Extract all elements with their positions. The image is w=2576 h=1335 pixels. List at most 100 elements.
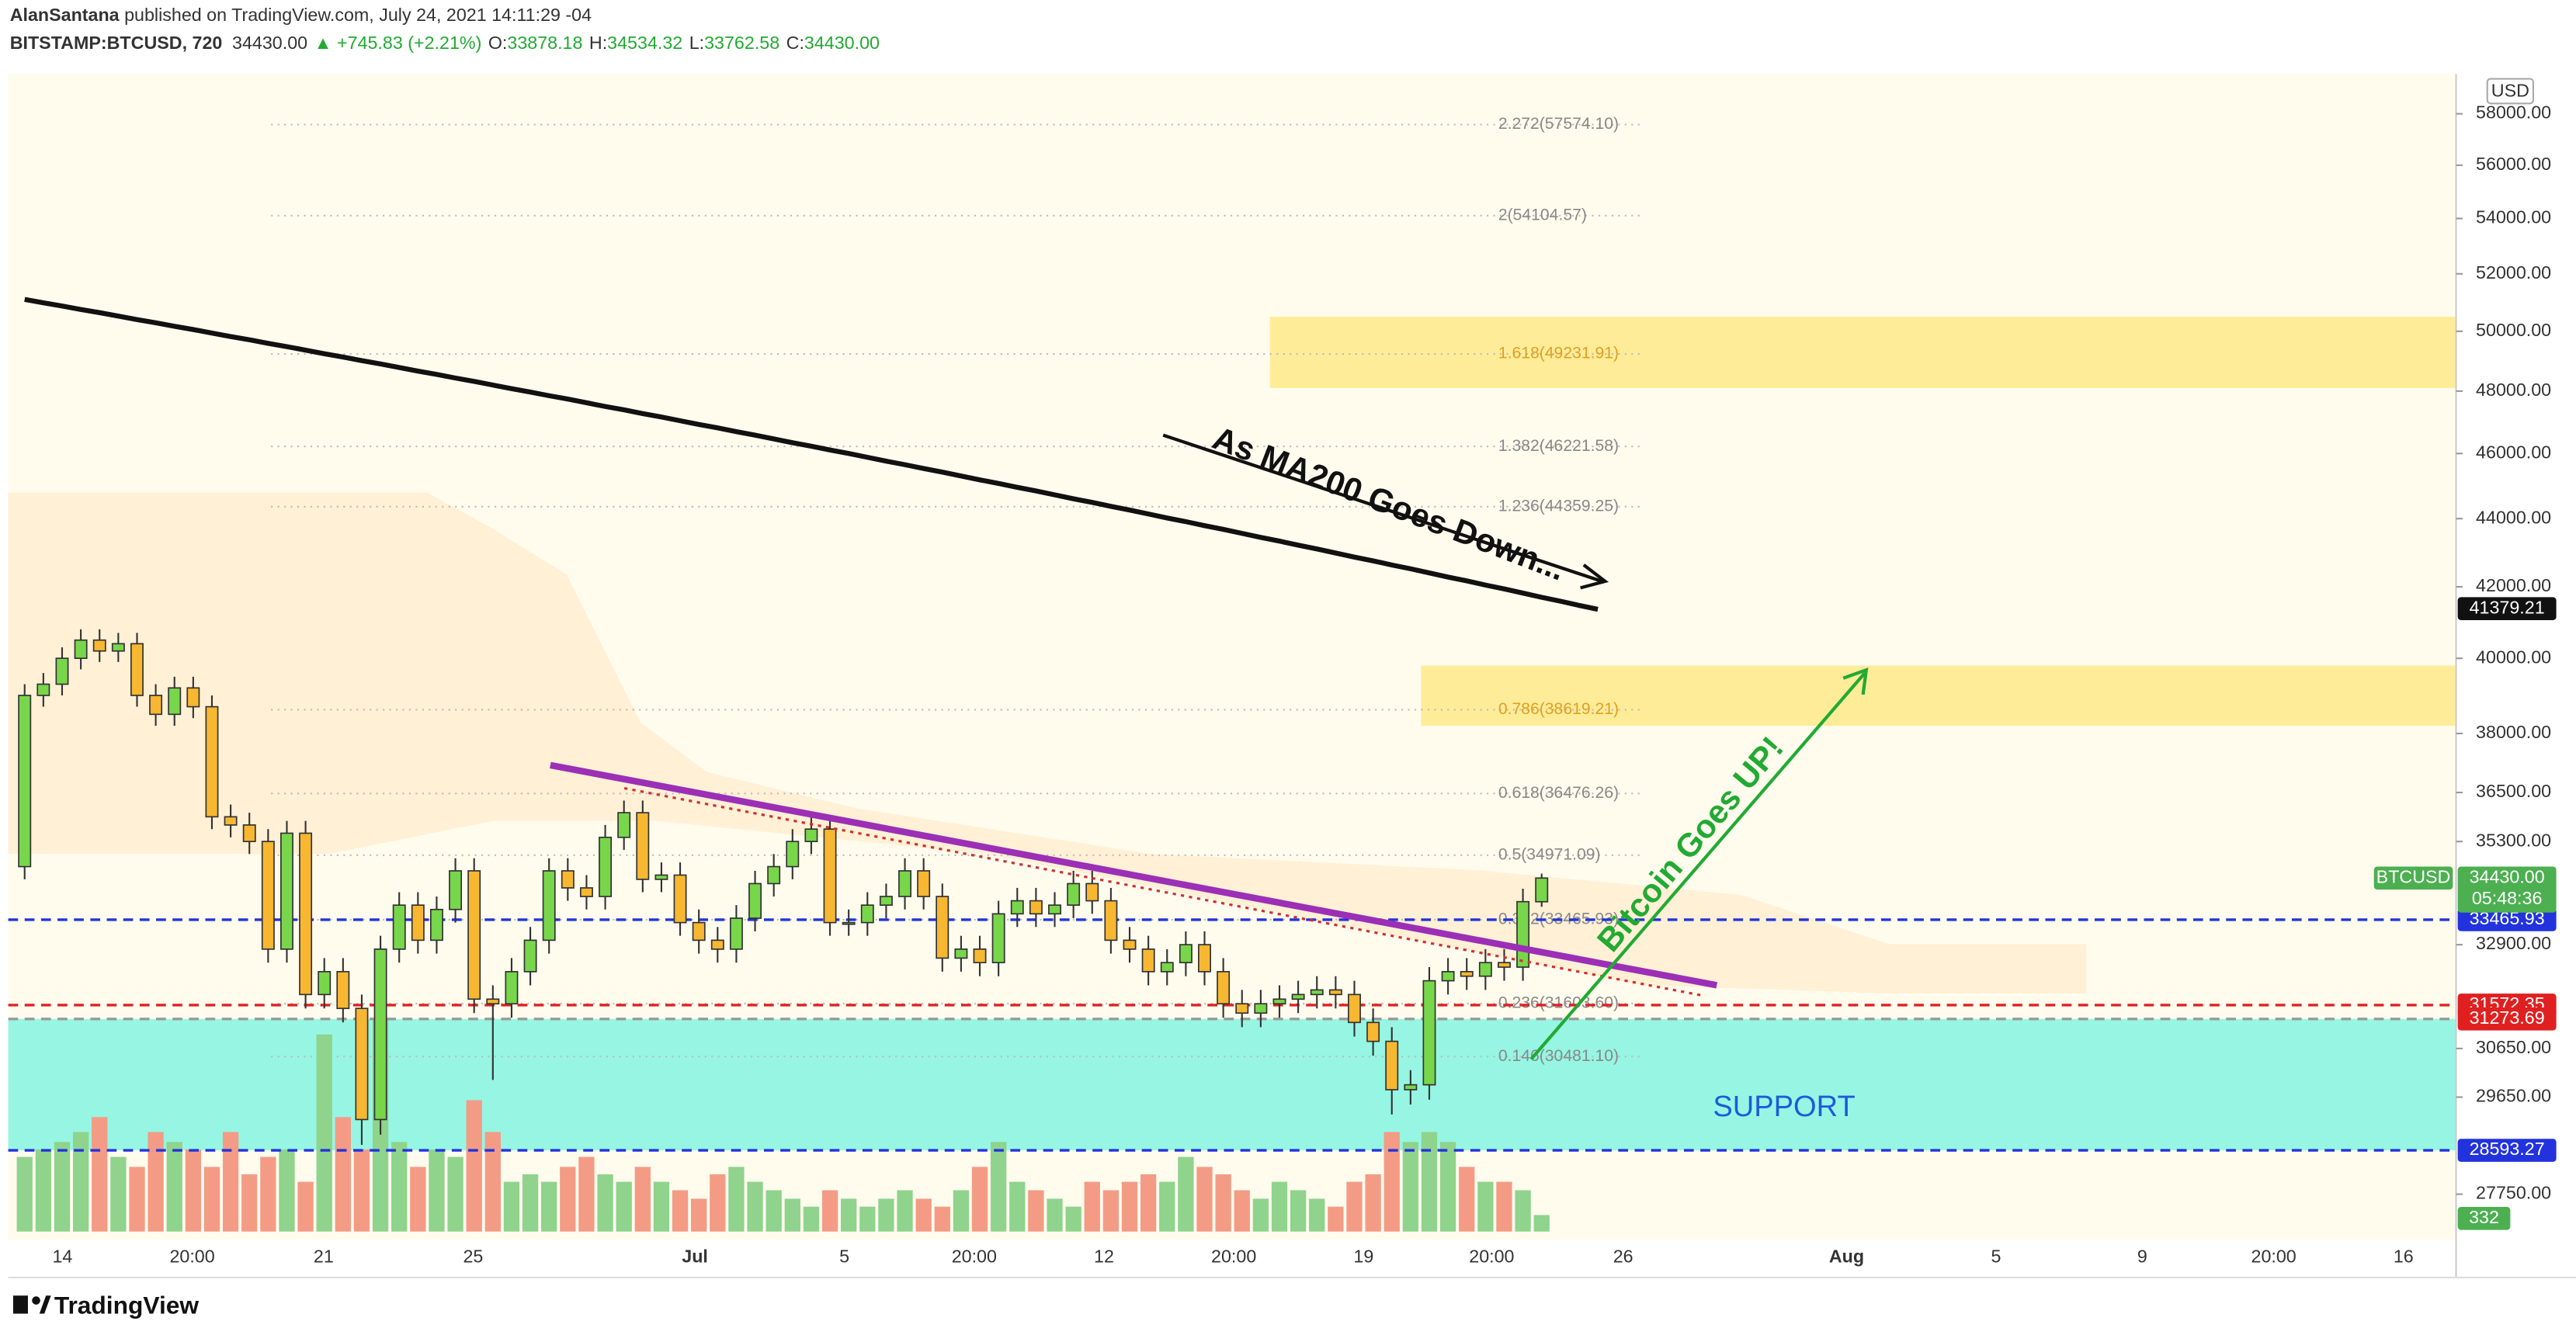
candle-body bbox=[936, 896, 950, 959]
volume-bar bbox=[1028, 1190, 1044, 1232]
candle-body bbox=[205, 706, 219, 818]
candle-body bbox=[1535, 877, 1549, 903]
volume-bar bbox=[616, 1181, 632, 1232]
candle-body bbox=[692, 921, 706, 941]
candle-body bbox=[654, 874, 668, 880]
y-tick-label: 40000.00 bbox=[2476, 647, 2551, 667]
price-tag bbox=[2457, 1007, 2557, 1031]
x-tick-label: 20:00 bbox=[2251, 1247, 2297, 1267]
candle-body bbox=[36, 683, 50, 696]
symbol: BITSTAMP:BTCUSD, 720 bbox=[10, 33, 223, 53]
volume-bar bbox=[1515, 1190, 1531, 1232]
x-tick-label: 21 bbox=[314, 1247, 334, 1267]
candle-body bbox=[1254, 1003, 1268, 1014]
arrow-head bbox=[1580, 563, 1609, 590]
candle-body bbox=[673, 874, 687, 924]
zone bbox=[8, 1018, 2456, 1151]
volume-bar bbox=[597, 1174, 613, 1232]
volume-bar bbox=[990, 1142, 1007, 1232]
volume-bar bbox=[429, 1149, 445, 1232]
candle-body bbox=[1272, 998, 1286, 1005]
price-tag bbox=[2457, 1139, 2557, 1162]
candle-body bbox=[1010, 900, 1024, 915]
volume-bar bbox=[1159, 1181, 1175, 1232]
price-tag-label: 34430.00 bbox=[2470, 866, 2545, 886]
volume-bar bbox=[1009, 1181, 1026, 1232]
y-tick-label: 58000.00 bbox=[2476, 102, 2551, 123]
candle-body bbox=[261, 841, 275, 950]
candle-body bbox=[299, 832, 313, 996]
x-tick-label: 5 bbox=[1991, 1247, 2001, 1267]
volume-tag-label: 332 bbox=[2469, 1207, 2499, 1227]
candle-body bbox=[186, 687, 200, 708]
volume-bar bbox=[1477, 1181, 1494, 1232]
volume-bar bbox=[1309, 1198, 1325, 1232]
y-tick-label: 50000.00 bbox=[2476, 320, 2551, 340]
volume-bar bbox=[35, 1149, 52, 1232]
volume-bar bbox=[316, 1034, 332, 1232]
volume-bar bbox=[148, 1132, 164, 1232]
volume-bar bbox=[803, 1206, 820, 1232]
candle-body bbox=[917, 870, 931, 897]
candle-body bbox=[710, 939, 724, 950]
volume-bar bbox=[466, 1100, 482, 1232]
annotation: SUPPORT bbox=[1713, 1091, 1855, 1123]
candle-body bbox=[1085, 882, 1099, 902]
volume-bar bbox=[1533, 1215, 1550, 1232]
candle-body bbox=[1104, 900, 1118, 941]
currency-box bbox=[2486, 78, 2535, 105]
price-tag-label: 31273.69 bbox=[2470, 1007, 2545, 1028]
ohlc-value: 33762.58 bbox=[704, 33, 779, 53]
candle-body bbox=[55, 657, 69, 685]
symbol-tag bbox=[2373, 866, 2453, 890]
candle-body bbox=[804, 828, 818, 843]
candle-body bbox=[1516, 900, 1530, 968]
volume-bar bbox=[672, 1190, 689, 1232]
candle-body bbox=[318, 971, 332, 996]
volume-bar bbox=[1439, 1142, 1456, 1232]
volume-bar bbox=[72, 1132, 89, 1232]
price-tag-time: 05:48:36 bbox=[2472, 888, 2543, 908]
volume-bar bbox=[241, 1174, 258, 1232]
ohlc-value: 34430.00 bbox=[804, 33, 880, 53]
volume-bar bbox=[129, 1167, 145, 1232]
candle-body bbox=[505, 971, 519, 1005]
volume-bar bbox=[1084, 1181, 1100, 1232]
volume-bar bbox=[1271, 1181, 1288, 1232]
volume-bar bbox=[16, 1156, 33, 1232]
volume-bar bbox=[859, 1206, 876, 1232]
candle-body bbox=[1141, 948, 1155, 973]
volume-bar bbox=[1065, 1206, 1081, 1232]
y-tick-label: 48000.00 bbox=[2476, 380, 2551, 400]
symbol-line: BITSTAMP:BTCUSD, 720 34430.00 ▲ +745.83 (+… bbox=[10, 33, 880, 53]
fib-label: 2(54104.57) bbox=[1498, 206, 1587, 224]
candle-body bbox=[1235, 1003, 1249, 1014]
candle-body bbox=[1422, 980, 1436, 1086]
candle-body bbox=[224, 816, 238, 826]
volume-bar bbox=[1234, 1190, 1250, 1232]
y-tick-label: 32900.00 bbox=[2476, 933, 2551, 953]
fib-label: 1.382(46221.58) bbox=[1498, 437, 1619, 455]
volume-bar bbox=[1140, 1174, 1157, 1232]
volume-tag bbox=[2457, 1206, 2511, 1230]
symbol-tag-label: BTCUSD bbox=[2376, 866, 2451, 886]
volume-bar bbox=[185, 1149, 202, 1232]
candle-body bbox=[748, 882, 762, 919]
candle-body bbox=[1048, 904, 1061, 915]
candle-body bbox=[599, 836, 613, 897]
fib-label: 0.236(31603.60) bbox=[1498, 994, 1619, 1012]
volume-bar bbox=[841, 1198, 857, 1232]
x-tick-label: Jul bbox=[682, 1247, 708, 1267]
candle-body bbox=[392, 904, 406, 950]
fib-label: 0.5(34971.09) bbox=[1498, 845, 1601, 863]
candle-body bbox=[130, 643, 144, 696]
zone bbox=[1421, 665, 2456, 726]
volume-bar bbox=[410, 1167, 426, 1232]
volume-bar bbox=[915, 1198, 932, 1232]
volume-bar bbox=[578, 1156, 595, 1232]
candle-body bbox=[823, 828, 837, 924]
price-tag-label: 41379.21 bbox=[2470, 597, 2545, 617]
volume-bar bbox=[541, 1181, 557, 1232]
volume-bar bbox=[1383, 1132, 1400, 1232]
